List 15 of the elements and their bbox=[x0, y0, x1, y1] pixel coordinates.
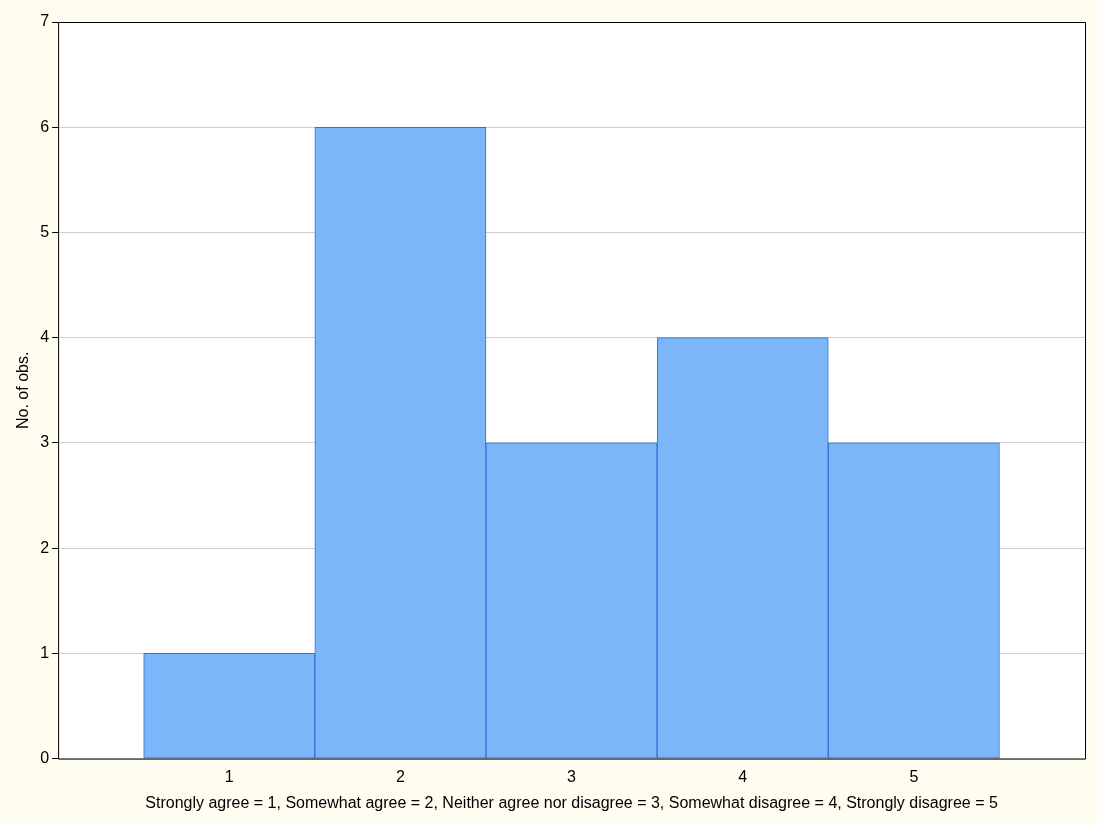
y-tick-label: 2 bbox=[40, 538, 50, 556]
x-tick-label: 1 bbox=[224, 767, 234, 785]
y-tick-label: 0 bbox=[40, 749, 50, 767]
y-tick-label: 6 bbox=[40, 117, 50, 135]
y-tick-label: 4 bbox=[40, 328, 50, 346]
x-tick-label: 2 bbox=[395, 767, 405, 785]
y-tick-label: 5 bbox=[40, 222, 50, 240]
x-tick-label: 5 bbox=[909, 767, 919, 785]
x-tick-label: 4 bbox=[738, 767, 748, 785]
x-axis-title: Strongly agree = 1, Somewhat agree = 2, Neither agree nor disagree = 3, Somewhat disagree = 4, Strongly disagree = 5 bbox=[145, 793, 998, 811]
y-tick-label: 7 bbox=[40, 12, 50, 30]
x-tick-label: 3 bbox=[567, 767, 577, 785]
y-axis-title: No. of obs. bbox=[14, 351, 32, 429]
y-tick-label: 1 bbox=[40, 643, 50, 661]
y-tick-label: 3 bbox=[40, 433, 50, 451]
